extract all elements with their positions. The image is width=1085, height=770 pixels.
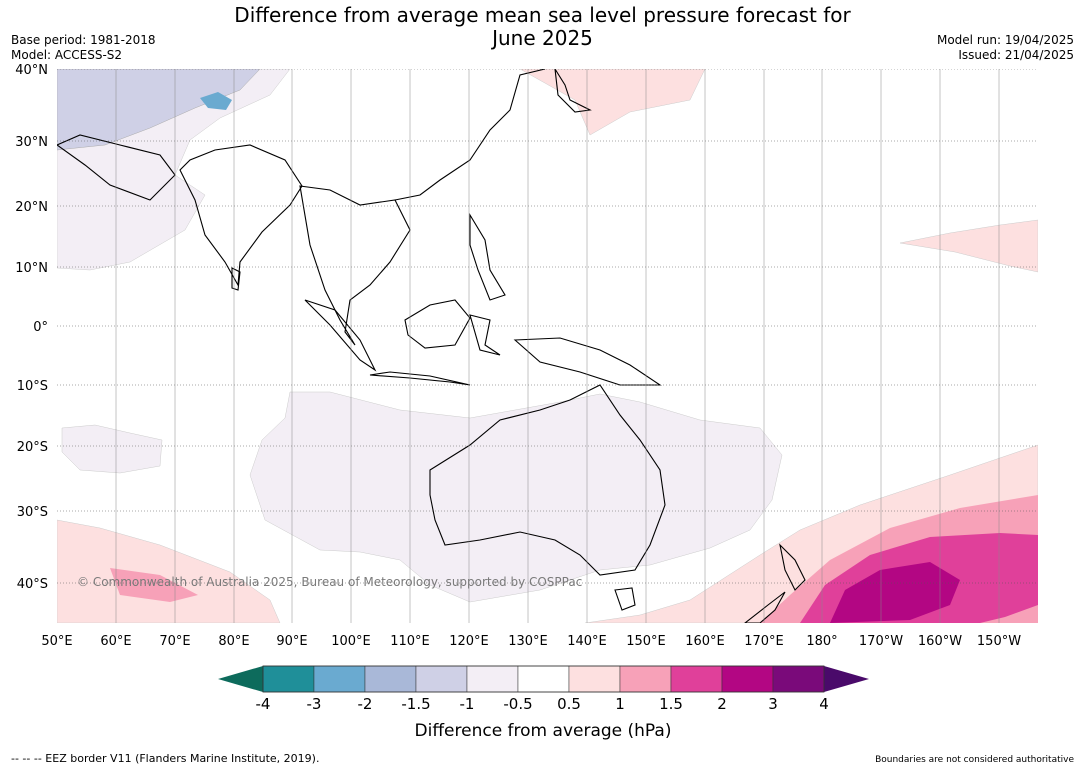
colorbar-tick: -1 — [460, 695, 475, 713]
model-run: Model run: 19/04/2025 — [936, 33, 1074, 47]
colorbar-tick: 4 — [819, 695, 829, 713]
coast-borneo — [404, 299, 471, 349]
issued-date: Issued: 21/04/2025 — [958, 48, 1074, 62]
lon-labels: 50°E 60°E 70°E 80°E 90°E 100°E 110°E 120… — [41, 634, 1021, 649]
coast-sumatra — [304, 299, 377, 372]
base-period: Base period: 1981-2018 — [11, 33, 156, 47]
eez-legend: -- -- -- EEZ border V11 (Flanders Marine… — [11, 752, 320, 765]
lon-label: 170°W — [859, 634, 903, 649]
anomaly-region-central-asia-negative — [57, 69, 261, 151]
coast-india — [179, 144, 303, 287]
lon-label: 80°E — [218, 634, 249, 649]
coast-sri-lanka — [231, 267, 241, 291]
title-line-2: June 2025 — [492, 26, 593, 50]
colorbar-tick: 0.5 — [557, 695, 581, 713]
colorbar-box — [670, 665, 723, 693]
coastlines — [57, 69, 806, 623]
meta-left: Base period: 1981-2018 Model: ACCESS-S2 — [11, 33, 156, 63]
coast-australia — [429, 384, 666, 576]
lon-label: 160°E — [685, 634, 725, 649]
colorbar-box — [619, 665, 672, 693]
coast-new-zealand-north — [779, 543, 806, 591]
anomaly-region-indian-ocean-negative — [61, 424, 163, 474]
lat-label: 40°N — [15, 63, 48, 78]
colorbar: -4 -3 -2 -1.5 -1 -0.5 0.5 1 1.5 2 3 4 Di… — [218, 665, 869, 741]
lat-label: 20°S — [17, 440, 48, 455]
lat-label: 20°N — [15, 200, 48, 215]
coast-new-zealand-south — [744, 591, 786, 623]
colorbar-tick: -1.5 — [401, 695, 430, 713]
colorbar-tick: 1.5 — [659, 695, 683, 713]
lon-label: 180° — [806, 634, 837, 649]
colorbar-tick: 1 — [615, 695, 625, 713]
colorbar-tick: 3 — [768, 695, 778, 713]
meta-right: Model run: 19/04/2025 Issued: 21/04/2025 — [937, 33, 1074, 63]
colorbar-box — [772, 665, 825, 693]
lon-label: 160°W — [918, 634, 962, 649]
colorbar-box — [415, 665, 468, 693]
coast-china — [394, 69, 546, 201]
lon-label: 130°E — [508, 634, 548, 649]
lon-label: 170°E — [744, 634, 784, 649]
colorbar-tick: 2 — [717, 695, 727, 713]
coast-sulawesi — [469, 314, 501, 356]
lon-label: 60°E — [100, 634, 131, 649]
lon-label: 110°E — [390, 634, 430, 649]
colorbar-title: Difference from average (hPa) — [415, 721, 672, 741]
lon-label: 120°E — [449, 634, 489, 649]
lat-label: 40°S — [17, 577, 48, 592]
lon-label: 90°E — [276, 634, 307, 649]
anomaly-region-south-pacific-2 — [830, 562, 960, 623]
gridlines-lon — [115, 69, 1000, 623]
colorbar-tick: -3 — [307, 695, 322, 713]
lat-label: 30°N — [15, 135, 48, 150]
anomaly-region-south-indian-positive — [57, 519, 281, 623]
lon-label: 150°E — [626, 634, 666, 649]
coast-tasmania — [614, 587, 636, 611]
lat-label: 0° — [33, 320, 48, 335]
anomaly-region-north-pacific-positive — [519, 69, 706, 136]
lon-label: 70°E — [159, 634, 190, 649]
lon-label: 50°E — [41, 634, 72, 649]
colorbar-box — [466, 665, 519, 693]
colorbar-outline — [262, 665, 825, 693]
lat-labels: 40°N 30°N 20°N 10°N 0° 10°S 20°S 30°S 40… — [15, 63, 48, 592]
anomaly-spot-himalaya — [200, 92, 232, 110]
map-plot-area: © Commonwealth of Australia 2025, Bureau… — [57, 69, 1038, 623]
lon-label: 150°W — [977, 634, 1021, 649]
lat-label: 30°S — [17, 505, 48, 520]
colorbar-box — [721, 665, 774, 693]
colorbar-tick: -2 — [358, 695, 373, 713]
colorbar-box — [313, 665, 366, 693]
anomaly-region-central-pacific-positive — [899, 219, 1038, 273]
colorbar-box — [568, 665, 621, 693]
coast-philippines — [469, 213, 506, 301]
colorbar-tick: -4 — [256, 695, 271, 713]
lon-label: 140°E — [567, 634, 607, 649]
boundaries-disclaimer: Boundaries are not considered authoritat… — [875, 755, 1074, 765]
lat-label: 10°N — [15, 261, 48, 276]
colorbar-box — [262, 665, 315, 693]
colorbar-extend-min — [218, 666, 263, 692]
model-name: Model: ACCESS-S2 — [11, 48, 123, 62]
colorbar-tick: -0.5 — [503, 695, 532, 713]
anomaly-region-south-indian-1 — [110, 568, 198, 602]
colorbar-extend-max — [824, 666, 869, 692]
copyright-notice: © Commonwealth of Australia 2025, Bureau… — [77, 575, 582, 589]
lon-label: 100°E — [331, 634, 371, 649]
colorbar-box — [517, 665, 570, 693]
coast-japan — [554, 69, 592, 113]
coast-indochina — [299, 185, 411, 346]
chart-title: Difference from average mean sea level p… — [0, 4, 1085, 50]
title-line-1: Difference from average mean sea level p… — [234, 3, 851, 27]
lat-label: 10°S — [17, 379, 48, 394]
colorbar-box — [364, 665, 417, 693]
